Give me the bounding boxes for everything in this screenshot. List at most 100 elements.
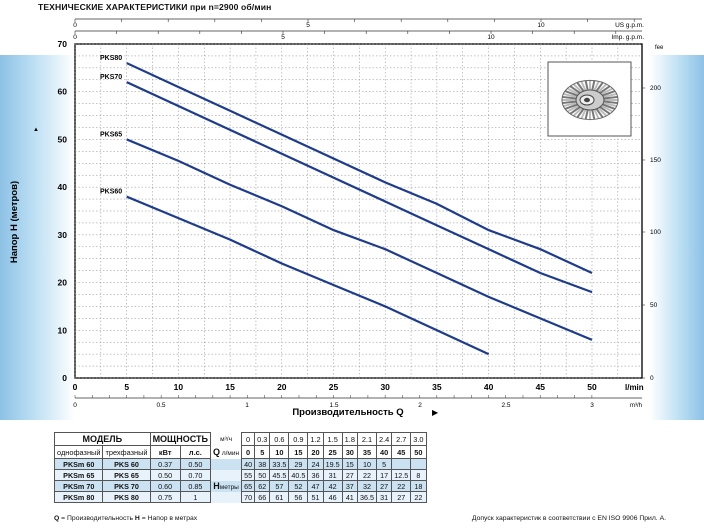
flow-lmin-3: 15 — [288, 445, 309, 459]
flow-lmin-4: 20 — [307, 445, 324, 459]
head-value: 40.5 — [288, 469, 309, 481]
model-single-phase: PKSm 70 — [53, 480, 104, 492]
head-value: 36.5 — [356, 491, 377, 503]
curve-pks60 — [126, 195, 490, 356]
head-value: 29 — [288, 458, 309, 470]
unit-lmin: Q л/мин — [209, 445, 243, 459]
x-tick-label: 35 — [432, 382, 442, 392]
page-title: ТЕХНИЧЕСКИЕ ХАРАКТЕРИСТИКИ при n=2900 об… — [38, 2, 272, 12]
head-value: 12.5 — [391, 469, 412, 481]
head-value: 38 — [254, 458, 271, 470]
y-tick-label: 30 — [58, 230, 68, 240]
m3h-tick: 0 — [73, 402, 77, 409]
model-row: PKSm 70 PKS 70 0.60 0.85 Hметры 65 62 57 52 47 42 3… — [53, 480, 427, 492]
y-tick-label: 60 — [58, 87, 68, 97]
head-label-cell — [209, 491, 243, 503]
x-tick-label: 15 — [225, 382, 235, 392]
m3h-tick: 1 — [245, 402, 249, 409]
head-value: 22 — [410, 491, 427, 503]
head-value: 55 — [241, 469, 256, 481]
us-gpm-unit: US g.p.m. — [615, 22, 644, 29]
flow-m3h-10: 3.0 — [410, 432, 427, 446]
x-tick-label: 10 — [174, 382, 184, 392]
flow-m3h-8: 2.4 — [375, 432, 393, 446]
head-value: 51 — [307, 491, 324, 503]
power-kw: 0.60 — [149, 480, 181, 492]
footer-legend: Q = Производительность H = Напор в метра… — [54, 515, 197, 522]
model-single-phase: PKSm 80 — [53, 491, 104, 503]
m3h-tick: 1.5 — [329, 402, 338, 409]
model-three-phase: PKS 70 — [102, 480, 151, 492]
head-value: 61 — [269, 491, 290, 503]
x-axis-unit: l/min — [625, 383, 644, 392]
water-decoration-right — [650, 55, 704, 420]
model-three-phase: PKS 60 — [102, 458, 151, 470]
head-value: 18 — [410, 480, 427, 492]
power-kw: 0.37 — [149, 458, 181, 470]
curve-pks65 — [126, 138, 593, 341]
y-tick-label: 0 — [62, 373, 67, 383]
head-value: 32 — [356, 480, 377, 492]
flow-lmin-9: 45 — [391, 445, 412, 459]
hp-header: л.с. — [179, 445, 211, 459]
model-three-phase: PKS 65 — [102, 469, 151, 481]
head-value — [391, 458, 412, 470]
model-row: PKSm 60 PKS 60 0.37 0.50 40 38 33.5 29 24 19.5 15 1… — [53, 458, 427, 470]
curve-pks70 — [126, 81, 593, 294]
bottom-axis-m3h: 0 0.5 1 1.5 2 2.5 3 — [73, 395, 642, 409]
y-tick-label: 40 — [58, 182, 68, 192]
head-value: 47 — [307, 480, 324, 492]
head-value: 5 — [375, 458, 393, 470]
us-gpm-tick: 10 — [537, 22, 545, 29]
x-axis-arrow: ▶ — [432, 408, 439, 417]
curve-label: PKS70 — [100, 74, 122, 81]
head-label-cell — [209, 458, 243, 470]
m3h-tick: 0.5 — [156, 402, 165, 409]
unit-meters: метры — [219, 484, 239, 491]
impeller-photo — [547, 61, 632, 137]
head-label-cell — [209, 469, 243, 481]
x-tick-label: 20 — [277, 382, 287, 392]
model-single-phase: PKSm 65 — [53, 469, 104, 481]
footer-h: H — [134, 515, 140, 522]
head-value: 27 — [375, 480, 393, 492]
head-value: 27 — [341, 469, 358, 481]
model-single-phase: PKSm 60 — [53, 458, 104, 470]
flow-m3h-5: 1.5 — [322, 432, 343, 446]
head-value: 27 — [391, 491, 412, 503]
model-row: PKSm 65 PKS 65 0.50 0.70 55 50 45.5 40.5 36 31 27 2… — [53, 469, 427, 481]
x-tick-label: 40 — [484, 382, 494, 392]
flow-lmin-5: 25 — [322, 445, 343, 459]
head-value: 24 — [307, 458, 324, 470]
footer-q: Q — [54, 515, 60, 522]
model-row: PKSm 80 PKS 80 0.75 1 70 66 61 56 51 46 41 36.5 31 27… — [53, 491, 427, 503]
imp-gpm-unit: Imp. g.p.m. — [611, 34, 644, 41]
imp-gpm-tick: 5 — [281, 34, 285, 41]
bottom-axis-unit: m³/h — [630, 403, 642, 409]
us-gpm-tick: 5 — [306, 22, 310, 29]
head-label-cell: Hметры — [209, 480, 243, 492]
flow-m3h-2: 0.6 — [269, 432, 290, 446]
curve-label: PKS65 — [100, 131, 122, 138]
head-value: 57 — [269, 480, 290, 492]
flow-lmin-7: 35 — [356, 445, 377, 459]
flow-lmin-1: 5 — [254, 445, 271, 459]
feet-tick: 100 — [650, 229, 661, 236]
y-tick-label: 70 — [58, 39, 68, 49]
spec-table: МОДЕЛЬ МОЩНОСТЬ м³/ч 0 0.3 0.6 0.9 1.2 1… — [53, 432, 427, 503]
curve-label: PKS80 — [100, 55, 122, 62]
water-decoration-left — [0, 55, 75, 420]
head-value: 19.5 — [322, 458, 343, 470]
head-value: 33.5 — [269, 458, 290, 470]
us-gpm-tick: 0 — [73, 22, 77, 29]
flow-m3h-3: 0.9 — [288, 432, 309, 446]
flow-lmin-2: 10 — [269, 445, 290, 459]
head-value: 31 — [322, 469, 343, 481]
q-label: Q — [212, 447, 220, 457]
y-tick-label: 20 — [58, 278, 68, 288]
x-tick-label: 5 — [124, 382, 129, 392]
head-value: 45.5 — [269, 469, 290, 481]
power-hp: 0.85 — [179, 480, 211, 492]
x-tick-label: 0 — [73, 382, 78, 392]
